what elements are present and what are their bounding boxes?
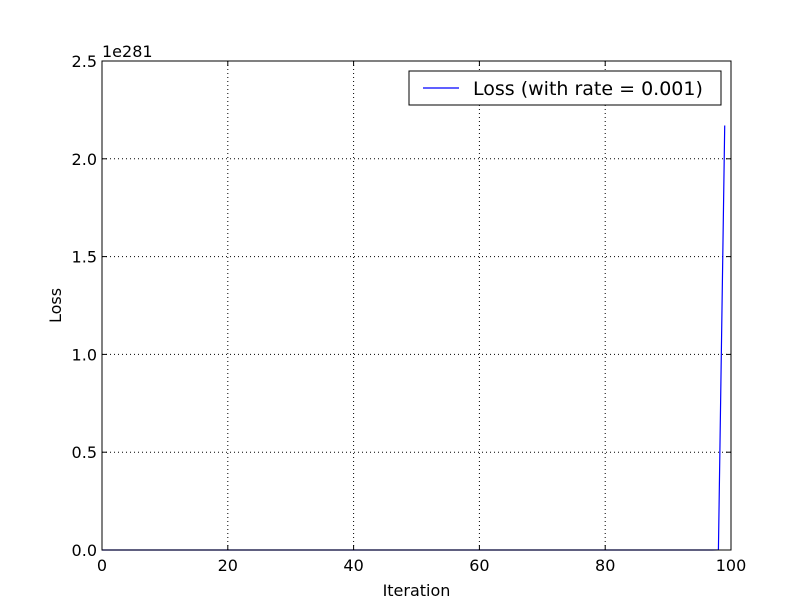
x-tick-label: 0 bbox=[97, 556, 107, 575]
legend-box bbox=[408, 70, 722, 106]
y-tick-label: 1.0 bbox=[72, 345, 97, 364]
y-offset-label: 1e281 bbox=[102, 42, 153, 61]
x-tick-label: 100 bbox=[716, 556, 747, 575]
x-tick-label: 80 bbox=[595, 556, 615, 575]
plot-frame bbox=[101, 60, 732, 551]
tick-labels: 0 20 40 60 80 100 0.0 0.5 1.0 1.5 2.0 2.5 bbox=[72, 52, 747, 575]
x-tick-label: 20 bbox=[218, 556, 238, 575]
y-tick-label: 2.0 bbox=[72, 150, 97, 169]
y-tick-label: 0.5 bbox=[72, 443, 97, 462]
y-tick-label: 0.0 bbox=[72, 541, 97, 560]
y-axis-label: Loss bbox=[46, 288, 65, 323]
legend: Loss (with rate = 0.001) bbox=[408, 70, 722, 106]
x-tick-label: 40 bbox=[343, 556, 363, 575]
x-tick-label: 60 bbox=[469, 556, 489, 575]
y-tick-label: 2.5 bbox=[72, 52, 97, 71]
plot-area bbox=[102, 61, 731, 550]
y-tick-label: 1.5 bbox=[72, 248, 97, 267]
axis-ticks bbox=[101, 60, 732, 551]
legend-entry-label: Loss (with rate = 0.001) bbox=[473, 78, 703, 100]
grid-lines bbox=[102, 61, 731, 550]
x-axis-label: Iteration bbox=[383, 581, 451, 600]
